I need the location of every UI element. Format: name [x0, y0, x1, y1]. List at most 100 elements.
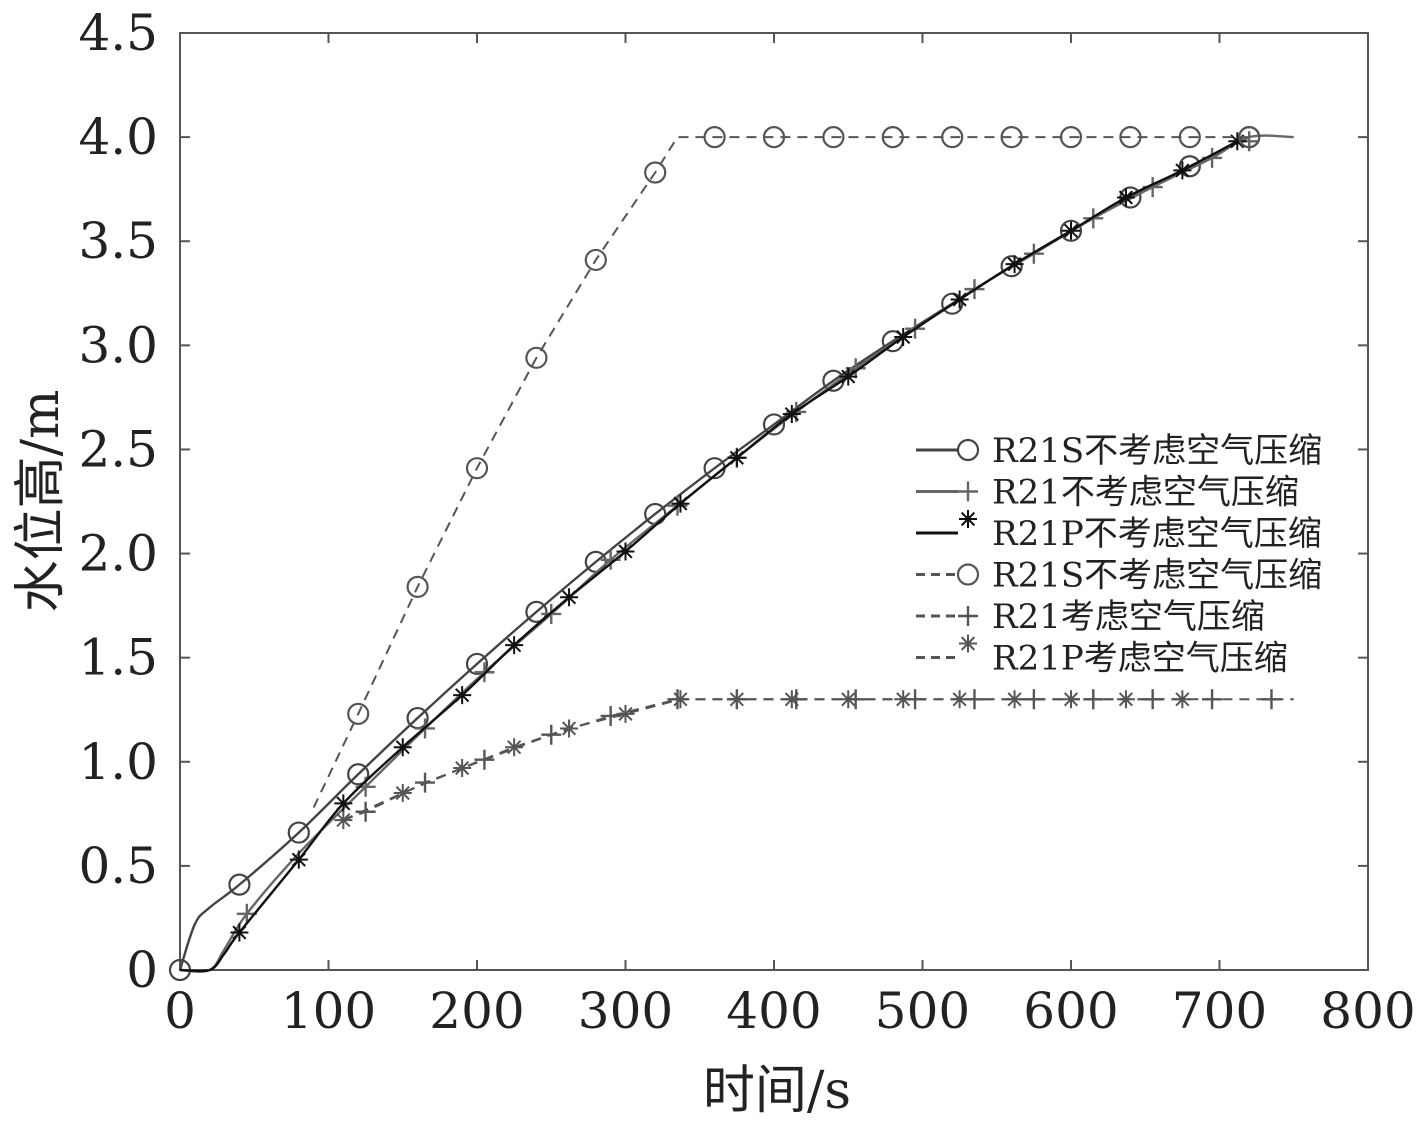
data-point-circle: [1000, 126, 1023, 149]
data-point-circle: [1238, 126, 1261, 149]
data-point-star: [453, 686, 472, 705]
data-point-circle: [584, 248, 607, 272]
y-tick-label: 0.5: [78, 837, 158, 895]
legend: R21S不考虑空气压缩R21不考虑空气压缩R21P不考虑空气压缩R21S不考虑空…: [916, 431, 1322, 679]
y-tick-label: 2.5: [78, 420, 158, 478]
data-point-plus: [958, 481, 978, 502]
data-point-circle: [347, 763, 370, 786]
legend-label: R21S不考虑空气压缩: [992, 556, 1322, 596]
data-point-plus: [355, 801, 376, 822]
data-point-star: [1005, 690, 1024, 709]
data-point-star: [393, 784, 412, 803]
data-point-circle: [762, 126, 786, 149]
legend-item: R21S不考虑空气压缩: [916, 431, 1322, 471]
data-point-star: [839, 690, 858, 709]
data-point-circle: [287, 821, 310, 844]
data-point-circle: [703, 126, 726, 149]
x-tick-label: 500: [875, 982, 970, 1040]
data-point-circle: [228, 873, 251, 896]
data-point-plus: [958, 606, 978, 626]
data-point-star: [727, 690, 746, 709]
data-point-circle: [956, 563, 980, 586]
y-tick-label: 3.0: [78, 316, 158, 374]
x-tick-label: 100: [281, 982, 376, 1040]
legend-label: R21P考虑空气压缩: [992, 639, 1288, 679]
data-point-star: [959, 634, 977, 653]
legend-label: R21不考虑空气压缩: [992, 473, 1299, 513]
series-3: [312, 126, 1261, 809]
data-point-star: [727, 448, 746, 467]
data-point-circle: [956, 438, 980, 462]
data-point-star: [334, 811, 353, 830]
data-point-circle: [465, 652, 489, 676]
data-point-star: [1062, 690, 1080, 709]
data-point-circle: [465, 457, 489, 480]
legend-label: R21S不考虑空气压缩: [992, 431, 1322, 471]
data-point-star: [839, 367, 858, 386]
x-axis-ticks: 0 100 200 300 400 500 600 700 800: [164, 33, 1416, 1040]
x-tick-label: 0: [164, 982, 196, 1040]
data-point-star: [959, 510, 977, 528]
data-point-star: [560, 719, 579, 738]
series-layer: [168, 126, 1294, 982]
legend-label: R21P不考虑空气压缩: [992, 514, 1322, 554]
data-point-circle: [822, 126, 845, 149]
data-point-star: [505, 738, 524, 757]
y-axis-label: 水位高/m: [11, 390, 71, 613]
data-point-circle: [1178, 155, 1201, 178]
data-point-star: [894, 328, 913, 347]
data-point-circle: [406, 575, 429, 598]
x-axis-label: 时间/s: [703, 1061, 851, 1121]
data-point-star: [453, 759, 472, 778]
series-line: [342, 698, 1183, 821]
x-tick-label: 700: [1172, 982, 1267, 1040]
data-point-star: [1062, 221, 1080, 240]
data-point-circle: [525, 600, 548, 623]
data-point-circle: [941, 292, 964, 315]
data-point-star: [1005, 255, 1024, 274]
data-point-star: [230, 923, 249, 942]
data-point-star: [1173, 161, 1192, 180]
data-point-star: [1228, 132, 1247, 151]
data-point-circle: [1119, 126, 1142, 149]
data-point-plus: [1202, 689, 1223, 710]
data-point-star: [1116, 690, 1135, 709]
data-point-star: [616, 704, 635, 723]
legend-item: R21P考虑空气压缩: [916, 634, 1288, 679]
y-tick-label: 1.0: [78, 733, 158, 791]
data-point-star: [1116, 188, 1135, 207]
data-point-star: [671, 494, 690, 513]
data-point-plus: [1261, 689, 1282, 710]
data-point-star: [782, 690, 801, 709]
y-tick-label: 4.5: [78, 4, 158, 62]
data-point-circle: [1000, 255, 1023, 278]
x-tick-label: 400: [726, 982, 821, 1040]
data-point-star: [1173, 690, 1192, 709]
data-point-star: [950, 290, 969, 309]
data-point-star: [334, 794, 353, 813]
data-point-star: [671, 690, 690, 709]
data-point-circle: [1059, 126, 1083, 149]
y-tick-label: 4.0: [78, 108, 158, 166]
data-point-circle: [1178, 126, 1201, 149]
data-point-star: [560, 588, 579, 607]
data-point-circle: [525, 346, 548, 369]
data-point-star: [393, 738, 412, 757]
y-tick-label: 3.5: [78, 212, 158, 270]
y-tick-label: 0: [126, 941, 158, 999]
y-tick-label: 1.5: [78, 629, 158, 687]
data-point-circle: [762, 413, 786, 436]
data-point-circle: [881, 126, 904, 149]
data-point-circle: [941, 126, 964, 149]
legend-item: R21不考虑空气压缩: [916, 473, 1299, 513]
data-point-circle: [644, 161, 667, 184]
x-tick-label: 200: [429, 982, 524, 1040]
legend-label: R21考虑空气压缩: [992, 597, 1265, 637]
data-point-circle: [347, 702, 370, 725]
data-point-circle: [1059, 219, 1083, 242]
series-5: [334, 690, 1192, 830]
data-point-star: [950, 690, 969, 709]
x-tick-label: 600: [1023, 982, 1118, 1040]
x-tick-label: 300: [578, 982, 673, 1040]
